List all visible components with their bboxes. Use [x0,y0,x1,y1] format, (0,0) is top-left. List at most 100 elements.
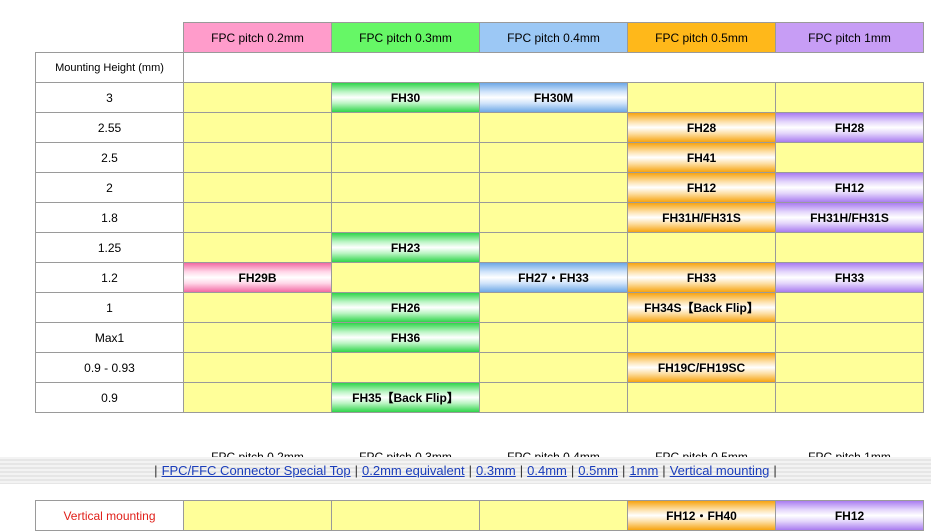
connector-cell[interactable]: FH26 [331,292,480,323]
height-cell: 0.9 [35,382,184,413]
nav-link[interactable]: FPC/FFC Connector Special Top [161,463,351,478]
nav-link[interactable]: 0.4mm [527,463,567,478]
nav-separator: | [570,463,575,478]
nav-link[interactable]: 0.3mm [476,463,516,478]
height-cell: 3 [35,82,184,113]
vertical-mounting-row: Vertical mounting FH12・FH40 FH12 [35,500,924,531]
connector-link[interactable]: FH30 [332,83,479,112]
height-cell: 2 [35,172,184,203]
table-row: 0.9 - 0.93 FH19C/FH19SC [35,352,924,383]
height-cell: Max1 [35,322,184,353]
connector-link[interactable]: FH41 [628,143,775,172]
table-row: 2 FH12 FH12 [35,172,924,203]
connector-cell[interactable]: FH34S【Back Flip】 [627,292,776,323]
connector-link[interactable]: FH23 [332,233,479,262]
connector-cell [331,172,480,203]
table-row: 1 FH26 FH34S【Back Flip】 [35,292,924,323]
nav-link[interactable]: 0.2mm equivalent [362,463,465,478]
empty [184,53,332,83]
connector-link[interactable]: FH33 [628,263,775,292]
connector-cell [183,82,332,113]
connector-link[interactable]: FH12 [776,501,923,530]
connector-link[interactable]: FH34S【Back Flip】 [628,293,775,322]
connector-cell [775,322,924,353]
connector-cell[interactable]: FH12・FH40 [627,500,776,531]
spacer-cell [628,413,776,443]
connector-cell [331,262,480,293]
connector-cell [479,142,628,173]
connector-cell[interactable]: FH41 [627,142,776,173]
connector-cell[interactable]: FH12 [627,172,776,203]
mounting-height-row: Mounting Height (mm) [35,52,924,83]
connector-link[interactable]: FH35【Back Flip】 [332,383,479,412]
connector-table: FPC pitch 0.2mm FPC pitch 0.3mm FPC pitch … [35,22,924,531]
connector-cell [775,142,924,173]
connector-cell [775,292,924,323]
connector-cell[interactable]: FH28 [627,112,776,143]
connector-link[interactable]: FH30M [480,83,627,112]
connector-link[interactable]: FH33 [776,263,923,292]
spacer-cell [184,413,332,443]
connector-cell[interactable]: FH12 [775,172,924,203]
connector-cell[interactable]: FH12 [775,500,924,531]
connector-cell[interactable]: FH30 [331,82,480,113]
pitch-header-2: FPC pitch 0.4mm [479,22,628,53]
connector-link[interactable]: FH12・FH40 [628,501,775,530]
nav-link[interactable]: 0.5mm [578,463,619,478]
connector-cell [775,82,924,113]
connector-cell [331,112,480,143]
connector-cell [627,322,776,353]
empty [776,53,924,83]
connector-link[interactable]: FH29B [184,263,331,292]
connector-cell[interactable]: FH36 [331,322,480,353]
connector-link[interactable]: FH28 [776,113,923,142]
connector-cell [331,500,480,531]
connector-cell[interactable]: FH35【Back Flip】 [331,382,480,413]
connector-cell[interactable]: FH28 [775,112,924,143]
connector-link[interactable]: FH26 [332,293,479,322]
nav-separator: | [773,463,777,478]
connector-link[interactable]: FH36 [332,323,479,352]
connector-cell[interactable]: FH33 [775,262,924,293]
connector-cell[interactable]: FH23 [331,232,480,263]
connector-cell[interactable]: FH30M [479,82,628,113]
nav-link[interactable]: 1mm [629,463,659,478]
spacer-cell [776,413,924,443]
connector-cell[interactable]: FH33 [627,262,776,293]
connector-link[interactable]: FH28 [628,113,775,142]
connector-cell [183,500,332,531]
pitch-header-1: FPC pitch 0.3mm [331,22,480,53]
connector-cell [775,382,924,413]
connector-cell[interactable]: FH31H/FH31S [775,202,924,233]
connector-cell [183,292,332,323]
mounting-height-label: Mounting Height (mm) [35,52,184,83]
connector-cell[interactable]: FH19C/FH19SC [627,352,776,383]
connector-link[interactable]: FH12 [628,173,775,202]
connector-link[interactable]: FH19C/FH19SC [628,353,775,382]
height-cell: 1.2 [35,262,184,293]
empty [332,53,480,83]
table-row: 0.9 FH35【Back Flip】 [35,382,924,413]
connector-link[interactable]: FH12 [776,173,923,202]
height-cell: 2.55 [35,112,184,143]
connector-link[interactable]: FH27・FH33 [480,263,627,292]
connector-cell [183,322,332,353]
connector-cell [183,232,332,263]
connector-cell[interactable]: FH27・FH33 [479,262,628,293]
nav-separator: | [662,463,666,478]
height-cell: 1.25 [35,232,184,263]
connector-cell [479,352,628,383]
nav-link[interactable]: Vertical mounting [669,463,770,478]
connector-cell [183,112,332,143]
connector-link[interactable]: FH31H/FH31S [628,203,775,232]
connector-cell [331,202,480,233]
table-row: 1.25 FH23 [35,232,924,263]
connector-cell [775,232,924,263]
header-blank [36,23,184,53]
connector-cell [183,352,332,383]
connector-cell[interactable]: FH29B [183,262,332,293]
connector-cell[interactable]: FH31H/FH31S [627,202,776,233]
connector-cell [331,142,480,173]
table-row: 1.2 FH29B FH27・FH33 FH33 FH33 [35,262,924,293]
connector-link[interactable]: FH31H/FH31S [776,203,923,232]
